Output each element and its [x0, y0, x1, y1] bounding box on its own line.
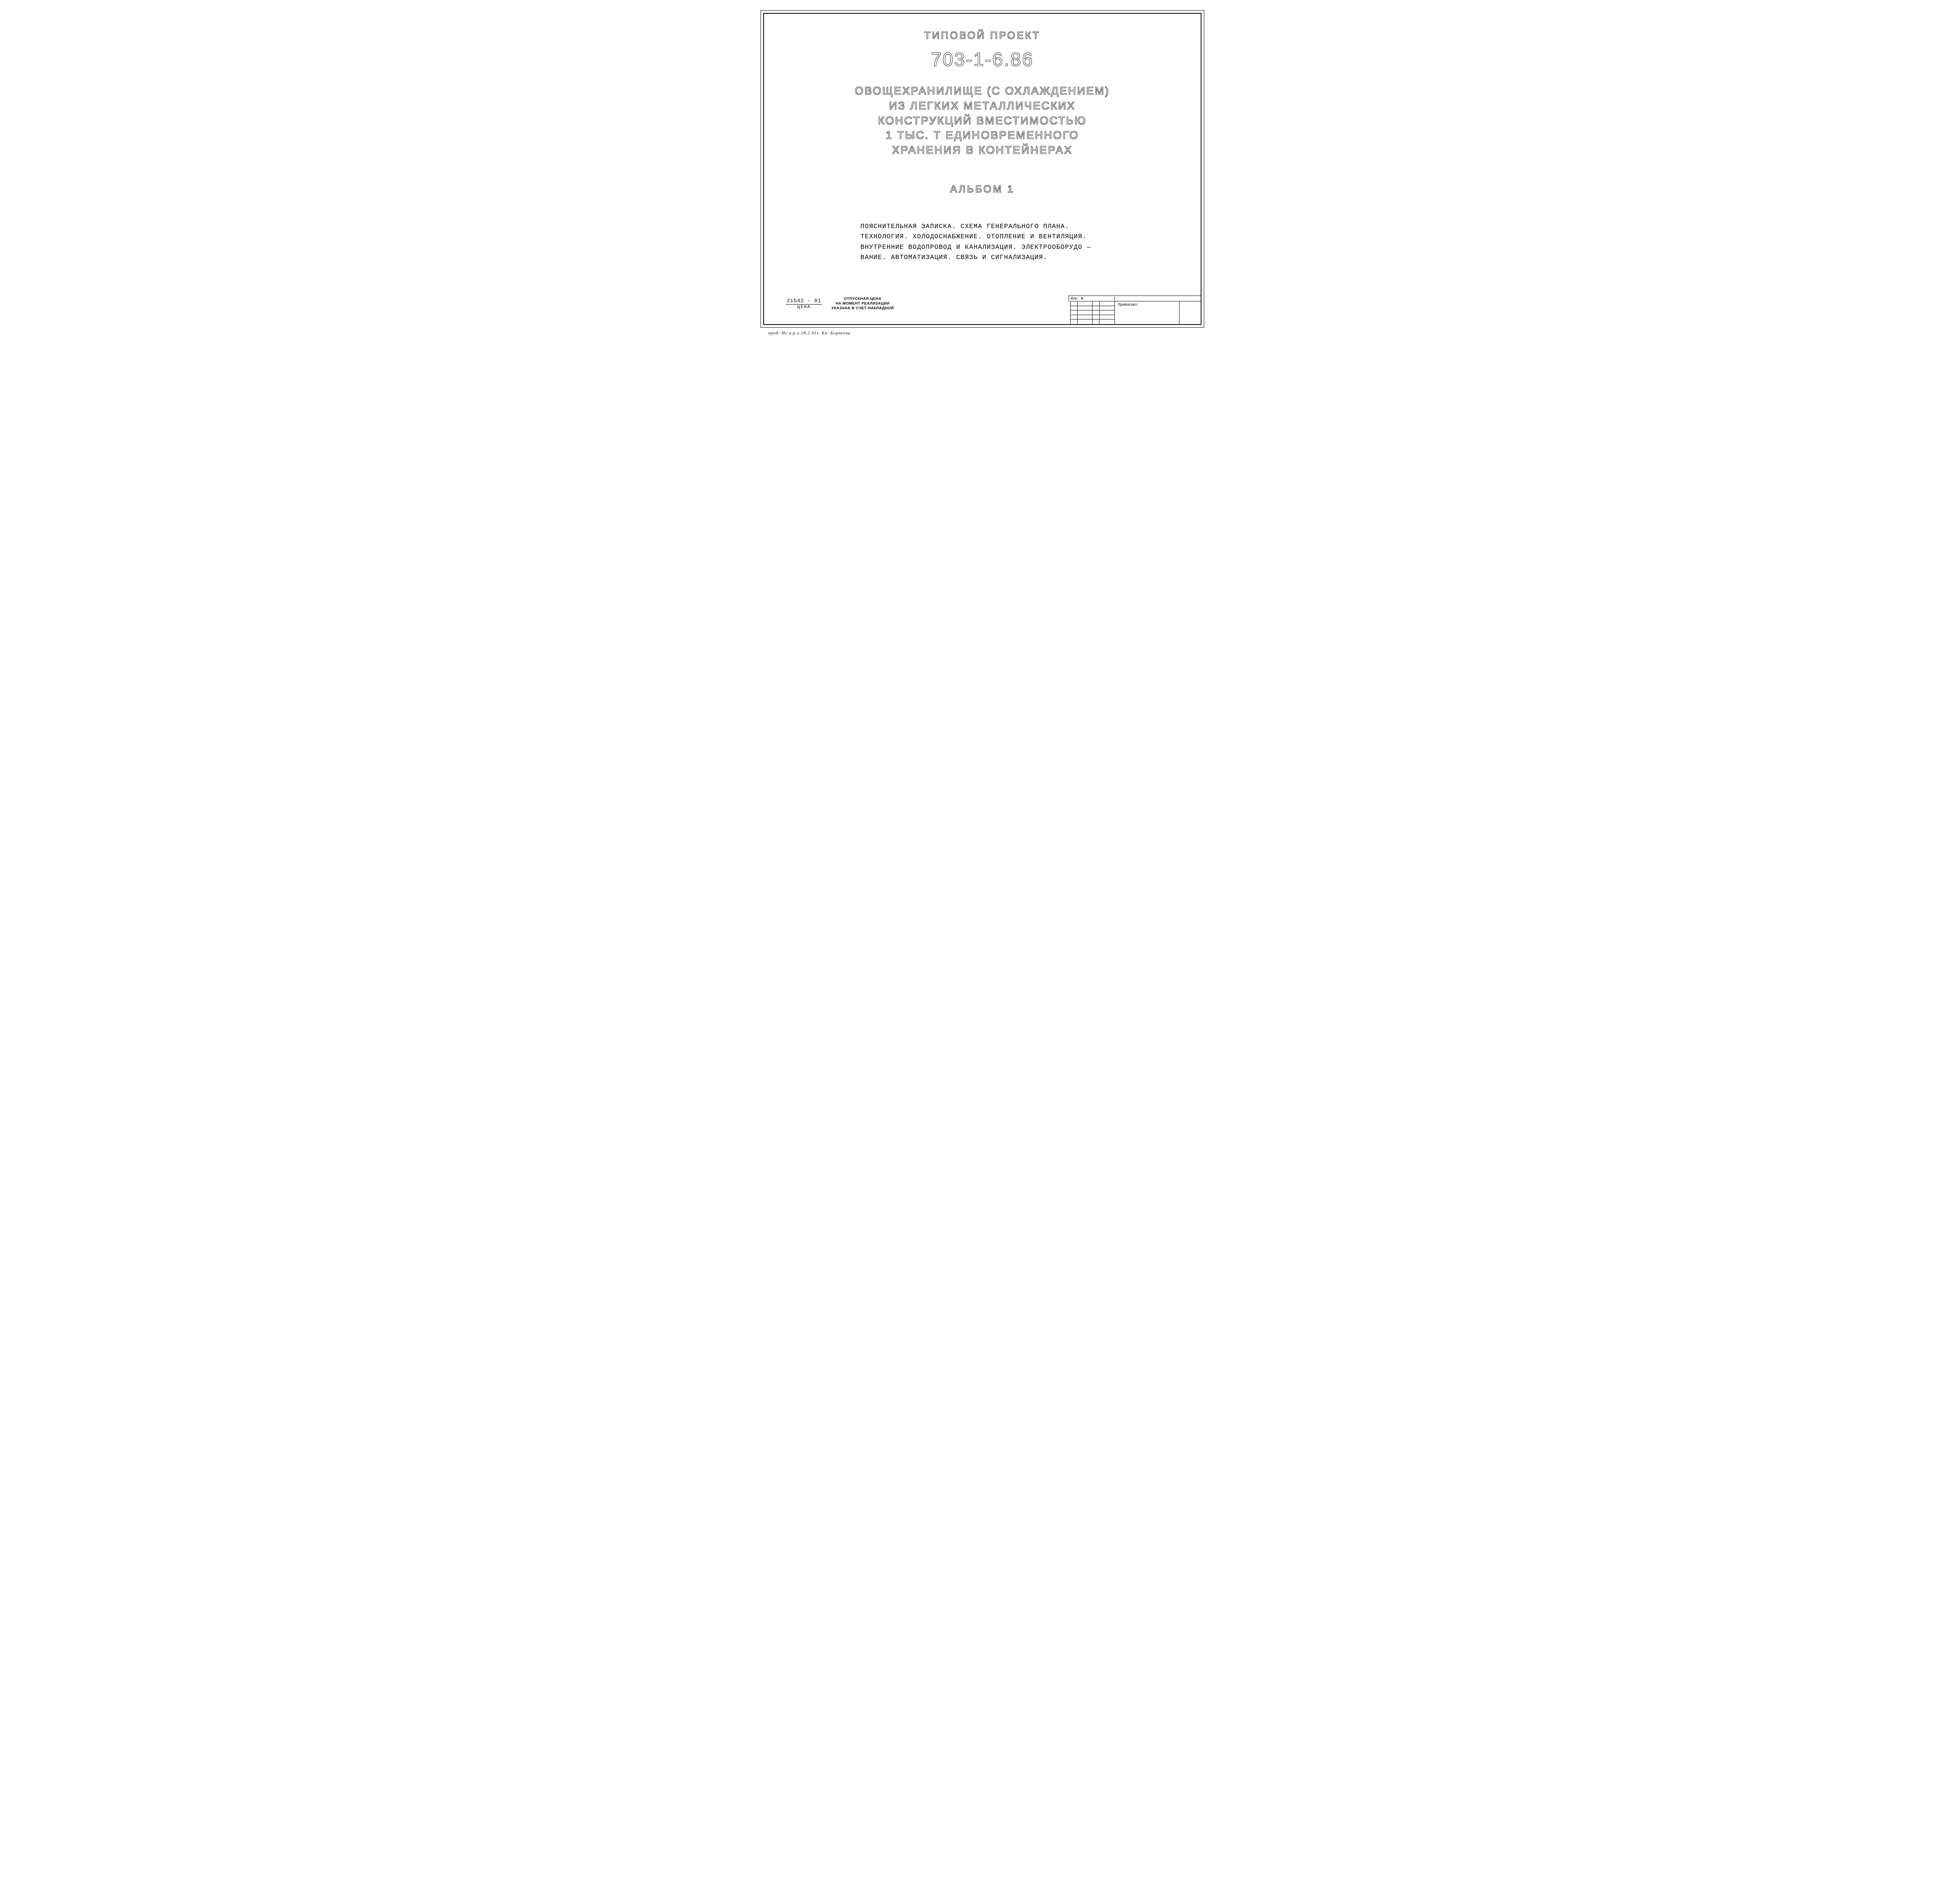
tb-cell: [1100, 310, 1114, 315]
title-line-5: ХРАНЕНИЯ В КОНТЕЙНЕРАХ: [892, 144, 1073, 156]
price-note-line-1: ОТПУСКНАЯ ЦЕНА: [844, 297, 882, 301]
price-code: 21542 - 01 ЦЕНА: [786, 298, 822, 310]
title-line-1: ОВОЩЕХРАНИЛИЩЕ (С ОХЛАЖДЕНИЕМ): [855, 85, 1110, 97]
tb-cell: [1093, 319, 1100, 324]
title-block-grid: [1071, 301, 1115, 324]
bound-by-label: Привязал:: [1118, 303, 1139, 307]
inventory-label: Инв. №: [1069, 297, 1115, 301]
tb-cell: [1093, 310, 1100, 315]
price-code-number: 21542 - 01: [786, 298, 822, 305]
tb-cell: [1093, 301, 1100, 306]
title-line-3: КОНСТРУКЦИЙ ВМЕСТИМОСТЬЮ: [878, 114, 1087, 127]
explanatory-note-text: ПОЯСНИТЕЛЬНАЯ ЗАПИСКА. СХЕМА ГЕНЕРАЛЬНОГ…: [860, 221, 1134, 263]
heading-project-code: 703-1-6.86: [764, 49, 1201, 71]
price-note: ОТПУСКНАЯ ЦЕНА НА МОМЕНТ РЕАЛИЗАЦИИ УКАЗ…: [831, 297, 894, 311]
title-line-2: ИЗ ЛЕГКИХ МЕТАЛЛИЧЕСКИХ: [889, 100, 1076, 112]
drawing-content: ТИПОВОЙ ПРОЕКТ 703-1-6.86 ОВОЩЕХРАНИЛИЩЕ…: [764, 14, 1201, 324]
tb-cell: [1078, 319, 1093, 324]
inner-frame: ТИПОВОЙ ПРОЕКТ 703-1-6.86 ОВОЩЕХРАНИЛИЩЕ…: [763, 13, 1201, 325]
title-line-4: 1 ТЫС. Т ЕДИНОВРЕМЕННОГО: [886, 129, 1079, 141]
price-note-line-2: НА МОМЕНТ РЕАЛИЗАЦИИ: [836, 301, 890, 306]
page: ТИПОВОЙ ПРОЕКТ 703-1-6.86 ОВОЩЕХРАНИЛИЩЕ…: [745, 0, 1215, 338]
tb-cell: [1071, 319, 1078, 324]
tb-cell: [1093, 306, 1100, 311]
price-block: 21542 - 01 ЦЕНА ОТПУСКНАЯ ЦЕНА НА МОМЕНТ…: [786, 297, 894, 311]
title-block-right: [1180, 301, 1201, 324]
body-line-2: ТЕХНОЛОГИЯ. ХОЛОДОСНАБЖЕНИЕ. ОТОПЛЕНИЕ И…: [860, 233, 1087, 240]
body-line-4: ВАНИЕ. АВТОМАТИЗАЦИЯ. СВЯЗЬ И СИГНАЛИЗАЦ…: [860, 254, 1047, 261]
tb-cell: [1100, 301, 1114, 306]
tb-cell: [1100, 315, 1114, 320]
tb-cell: [1100, 319, 1114, 324]
outer-frame: ТИПОВОЙ ПРОЕКТ 703-1-6.86 ОВОЩЕХРАНИЛИЩЕ…: [760, 10, 1204, 328]
body-line-3: ВНУТРЕННИЕ ВОДОПРОВОД И КАНАЛИЗАЦИЯ. ЭЛЕ…: [860, 243, 1091, 251]
heading-album: АЛЬБОМ 1: [764, 183, 1201, 195]
tb-cell: [1078, 306, 1093, 311]
title-block-mid: Привязал:: [1115, 301, 1180, 324]
heading-project-title: ОВОЩЕХРАНИЛИЩЕ (С ОХЛАЖДЕНИЕМ) ИЗ ЛЕГКИХ…: [764, 83, 1201, 158]
heading-project-type: ТИПОВОЙ ПРОЕКТ: [764, 29, 1201, 42]
tb-cell: [1078, 301, 1093, 306]
inventory-row: Инв. №: [1069, 296, 1201, 301]
tb-cell: [1071, 301, 1078, 306]
tb-cell: [1071, 310, 1078, 315]
tb-cell: [1078, 315, 1093, 320]
margin-handwritten-note: проб: Ил а.р.о 28.2.91г. Кн. Корнеева: [768, 331, 851, 336]
price-code-label: ЦЕНА: [786, 305, 822, 310]
price-note-line-3: УКАЗАНА В СЧЕТ-НАКЛАДНОЙ: [831, 306, 894, 310]
tb-cell: [1078, 310, 1093, 315]
tb-cell: [1100, 306, 1114, 311]
tb-cell: [1071, 306, 1078, 311]
body-line-1: ПОЯСНИТЕЛЬНАЯ ЗАПИСКА. СХЕМА ГЕНЕРАЛЬНОГ…: [860, 223, 1069, 230]
tb-cell: [1093, 315, 1100, 320]
title-block: Привязал:: [1070, 301, 1201, 324]
tb-cell: [1071, 315, 1078, 320]
